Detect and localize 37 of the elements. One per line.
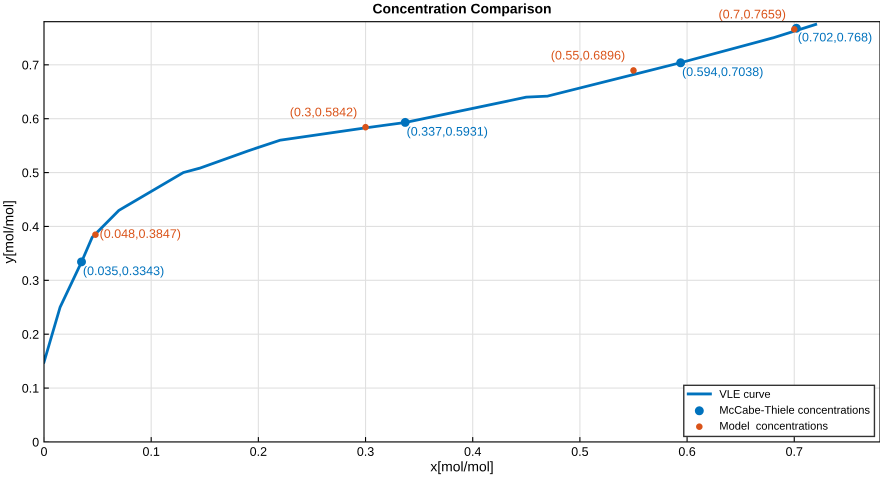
annotation: (0.594,0.7038) (682, 66, 763, 79)
point (630, 67, 637, 74)
y-tick-label: 0.7 (22, 60, 39, 70)
annotation: (0.3,0.5842) (290, 107, 356, 119)
y-tick-label: 0 (32, 438, 39, 447)
point (362, 124, 369, 131)
annotation: (0.7,0.7659) (719, 9, 786, 21)
y-tick-label: 0.6 (22, 114, 39, 124)
x-tick-label: 0.5 (572, 447, 588, 456)
point (676, 58, 686, 68)
x-tick-label: 0.3 (357, 447, 374, 456)
point (92, 231, 99, 238)
point (400, 118, 410, 127)
x-tick-label: 0.4 (464, 447, 482, 456)
y-tick-label: 0.3 (22, 276, 39, 285)
y-tick-label: 0.1 (22, 384, 39, 393)
annotation: (0.337,0.5931) (407, 126, 488, 138)
y-tick-label: 0.5 (22, 168, 39, 178)
annotation: (0.55,0.6896) (552, 50, 624, 62)
annotation: (0.702,0.768) (798, 32, 872, 44)
x-axis-title: x[mol/mol] (430, 461, 493, 474)
y-tick-label: 0.4 (22, 222, 39, 232)
annotation: (0.035,0.3343) (84, 266, 164, 278)
y-tick-label: 0.2 (22, 330, 39, 339)
annotation: (0.048,0.3847) (100, 228, 180, 241)
x-tick-label: 0 (41, 447, 47, 456)
point (790, 26, 798, 33)
x-tick-label: 0.1 (142, 447, 160, 456)
legend-label: McCabe-Thiele concentrations (720, 406, 870, 414)
legend-label: Model concentrations (720, 422, 828, 430)
x-tick-label: 0.2 (250, 447, 266, 456)
y-axis-title: y[mol/mol] (3, 201, 16, 264)
chart-title: Concentration Comparison (373, 3, 551, 16)
x-tick-label: 0.7 (786, 447, 802, 456)
point (77, 257, 86, 266)
legend-label: VLE curve (719, 390, 770, 398)
x-tick-label: 0.6 (678, 447, 696, 456)
